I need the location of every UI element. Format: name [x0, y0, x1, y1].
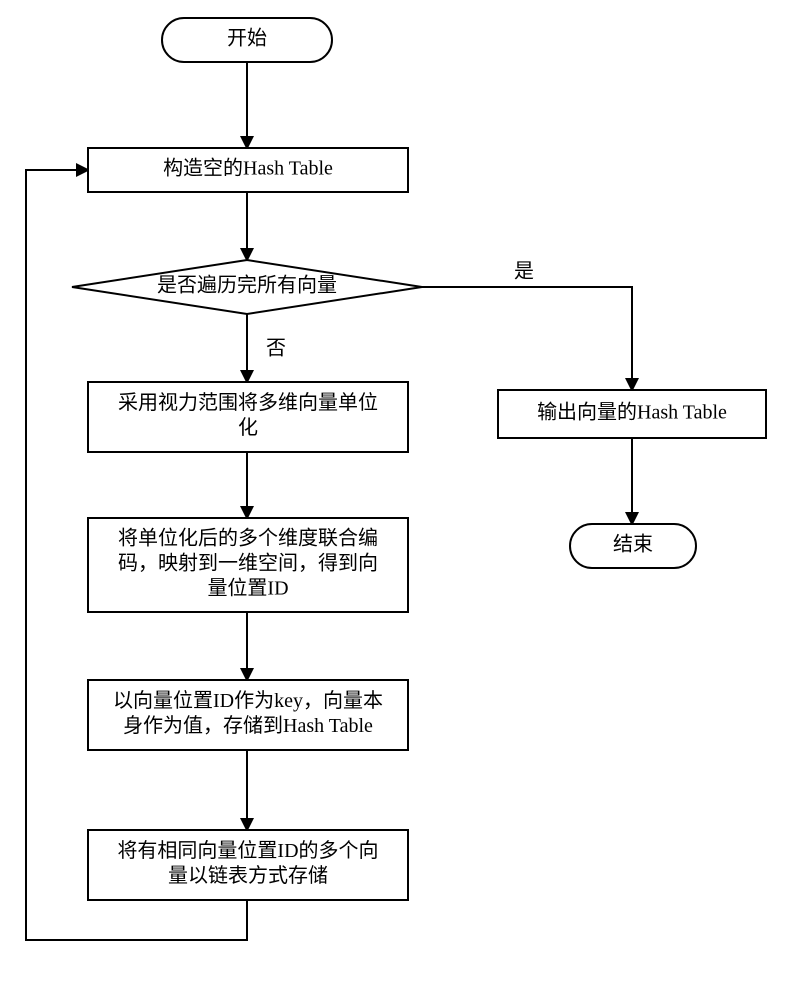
node-text: 将单位化后的多个维度联合编	[118, 527, 378, 550]
nodes: 开始构造空的Hash Table是否遍历完所有向量采用视力范围将多维向量单位化将…	[72, 18, 766, 900]
node-n1: 构造空的Hash Table	[88, 148, 408, 192]
node-text: 采用视力范围将多维向量单位	[118, 391, 378, 414]
edge-label: 是	[514, 261, 534, 283]
node-text: 量位置ID	[207, 577, 288, 600]
node-text: 码，映射到一维空间，得到向	[118, 552, 378, 575]
node-text: 开始	[227, 27, 267, 50]
node-text: 量以链表方式存储	[168, 864, 328, 887]
node-end: 结束	[570, 524, 696, 568]
node-dec: 是否遍历完所有向量	[72, 260, 422, 314]
node-n4: 以向量位置ID作为key，向量本身作为值，存储到Hash Table	[88, 680, 408, 750]
edges: 否是	[26, 62, 632, 940]
node-out: 输出向量的Hash Table	[498, 390, 766, 438]
node-text: 构造空的Hash Table	[163, 157, 333, 180]
node-text: 将有相同向量位置ID的多个向	[117, 839, 378, 862]
node-text: 以向量位置ID作为key，向量本	[113, 689, 383, 712]
node-text: 输出向量的Hash Table	[537, 401, 727, 424]
node-start: 开始	[162, 18, 332, 62]
edge	[422, 287, 632, 390]
node-text: 结束	[613, 533, 653, 556]
node-text: 是否遍历完所有向量	[157, 274, 337, 297]
node-text: 化	[238, 416, 258, 439]
node-n5: 将有相同向量位置ID的多个向量以链表方式存储	[88, 830, 408, 900]
node-n3: 将单位化后的多个维度联合编码，映射到一维空间，得到向量位置ID	[88, 518, 408, 612]
edge-label: 否	[266, 338, 286, 360]
node-text: 身作为值，存储到Hash Table	[123, 714, 373, 737]
node-n2: 采用视力范围将多维向量单位化	[88, 382, 408, 452]
